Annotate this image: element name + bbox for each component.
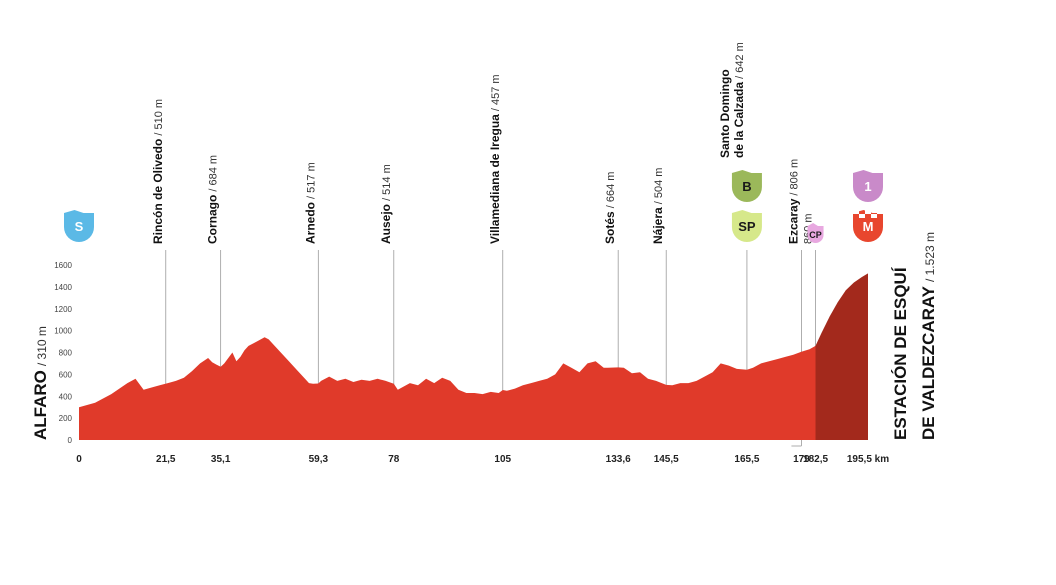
start-label: ALFARO / 310 m <box>31 326 50 440</box>
y-tick-label: 1200 <box>54 305 72 314</box>
badge-label: 1 <box>864 179 871 194</box>
finish-name-line1: ESTACIÓN DE ESQUÍ <box>891 266 910 440</box>
bonus-badge: B <box>731 170 762 202</box>
badge-flag <box>64 210 84 213</box>
badge-shield <box>807 226 824 243</box>
x-tick-label: 182,5 <box>803 454 828 465</box>
town-label: Ausejo / 514 m <box>379 164 393 244</box>
x-tick-label: 145,5 <box>654 454 679 465</box>
y-tick-label: 600 <box>59 370 73 379</box>
checker-square <box>871 214 877 218</box>
badge-shield <box>731 213 762 243</box>
x-tick-label: 133,6 <box>606 454 631 465</box>
town-name: Ezcaray <box>786 198 800 244</box>
y-tick-label: 800 <box>59 349 73 358</box>
town-label: Villamediana de Iregua / 457 m <box>488 74 502 244</box>
town-name: Rincón de Olivedo <box>151 139 165 244</box>
badge-label: S <box>75 219 84 234</box>
x-axis: 0 21,5 35,1 59,3 78 105 133,6 145,5 165,5 179182,… <box>76 454 889 465</box>
badges: S B SP CP 1 M <box>64 170 883 243</box>
start-town-altitude: / 310 m <box>35 326 49 366</box>
badge-shield <box>731 173 762 202</box>
badge-label: SP <box>738 219 756 234</box>
y-tick-label: 0 <box>68 436 73 445</box>
y-tick-label: 200 <box>59 414 73 423</box>
x-tick-label: 0 <box>76 454 82 465</box>
town-name: Sotés <box>603 211 617 244</box>
town-name-2: de la Calzada <box>732 82 746 158</box>
town-altitude: / 457 m <box>490 74 502 114</box>
town-altitude: / 642 m <box>734 42 746 82</box>
y-tick-label: 1400 <box>54 283 72 292</box>
finish-altitude: / 1.523 m <box>923 232 937 282</box>
y-tick-label: 1600 <box>54 261 72 270</box>
town-altitude: / 514 m <box>381 164 393 204</box>
x-tick-label: 35,1 <box>211 454 231 465</box>
start-town-name: ALFARO <box>31 370 50 440</box>
badge-label: CP <box>809 230 822 240</box>
badge-flag <box>807 223 818 226</box>
town-label: Nájera / 504 m <box>651 168 665 244</box>
x-tick-label: 78 <box>388 454 400 465</box>
town-name: Santo Domingo <box>718 69 732 158</box>
town-label: Rincón de Olivedo / 510 m <box>151 99 165 244</box>
badge-flag <box>731 210 752 213</box>
badge-shield <box>853 173 883 202</box>
checkpoint-badge: CP <box>807 223 824 243</box>
town-name: Arnedo <box>303 202 317 244</box>
sprint-badge: SP <box>731 210 762 243</box>
town-altitude: / 517 m <box>305 162 317 202</box>
town-altitude: / 510 m <box>153 99 165 139</box>
y-tick-label: 1000 <box>54 327 72 336</box>
town-label: Sotés / 664 m <box>603 172 617 244</box>
x-tick-label: 179 <box>793 454 810 465</box>
town-name: Ausejo <box>379 204 393 244</box>
badge-shield <box>64 213 94 242</box>
profile-area-final-climb <box>815 273 868 440</box>
y-tick-label: 400 <box>59 392 73 401</box>
town-label: Ezcaray / 806 m <box>786 159 800 244</box>
x-tick-label: 59,3 <box>309 454 329 465</box>
town-altitude: / 684 m <box>208 155 220 195</box>
town-label: Cornago / 684 m <box>206 155 220 244</box>
town-altitude: / 504 m <box>653 168 665 208</box>
climb-category-badge: 1 <box>853 170 883 202</box>
town-name: Cornago <box>206 195 220 244</box>
profile-area <box>79 273 868 440</box>
x-tick-label: 105 <box>494 454 511 465</box>
start-badge: S <box>64 210 94 242</box>
town-altitude: / 664 m <box>605 172 617 212</box>
finish-badge: M <box>853 210 883 242</box>
finish-label: ESTACIÓN DE ESQUÍ DE VALDEZCARAY / 1.523 m <box>891 232 938 440</box>
badge-flag <box>731 170 752 173</box>
y-axis: 0 200 400 600 800 1000 1200 1400 1600 <box>54 261 72 445</box>
town-label: Arnedo / 517 m <box>303 162 317 244</box>
x-tick-label: 21,5 <box>156 454 176 465</box>
start-town-label: ALFARO / 310 m <box>31 326 50 440</box>
checker-square <box>877 210 883 214</box>
town-labels: Rincón de Olivedo / 510 m Cornago / 684 m… <box>151 42 815 244</box>
badge-label: M <box>863 219 874 234</box>
checker-square <box>865 210 871 214</box>
town-altitude: / 806 m <box>788 159 800 199</box>
town-label: Santo Domingo <box>718 69 732 158</box>
checker-square <box>859 214 865 218</box>
x-tick-label: 165,5 <box>734 454 759 465</box>
finish-name-1: ESTACIÓN DE ESQUÍ <box>891 266 910 440</box>
town-label-line2: de la Calzada / 642 m <box>732 42 746 158</box>
badge-label: B <box>742 179 751 194</box>
finish-name-line2: DE VALDEZCARAY / 1.523 m <box>919 232 938 440</box>
badge-shield <box>853 213 883 242</box>
x-tick-label: 195,5 km <box>847 454 889 465</box>
finish-name-2: DE VALDEZCARAY <box>919 285 938 440</box>
badge-flag <box>853 170 873 173</box>
checker-square <box>853 210 859 214</box>
profile-area-main <box>79 337 816 440</box>
town-name: Nájera <box>651 207 665 244</box>
town-name: Villamediana de Iregua <box>488 114 502 244</box>
